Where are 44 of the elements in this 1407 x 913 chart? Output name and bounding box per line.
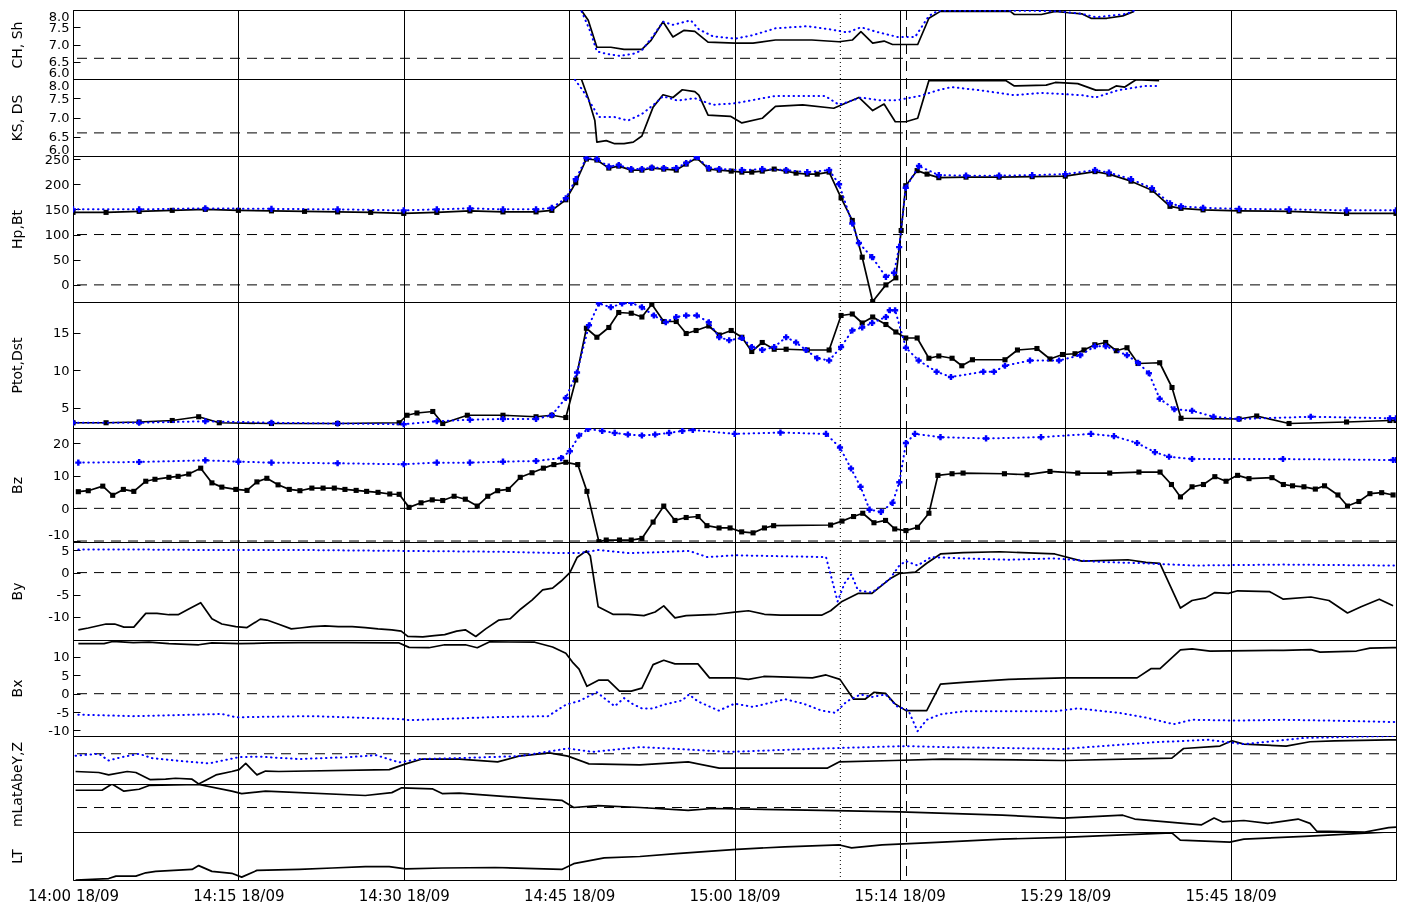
y-axis-title: Bx <box>8 679 25 698</box>
y-tick-label: 7.0 <box>48 37 70 52</box>
y-tick-label: 5 <box>61 542 70 558</box>
y-axis-title: Ptot,Dst <box>8 336 25 394</box>
y-axis-title: CH, Sh <box>8 21 25 69</box>
y-tick-label: 0 <box>61 565 70 581</box>
y-tick-label: 150 <box>44 201 70 217</box>
y-tick-label: 100 <box>44 227 70 243</box>
y-tick-label: 0 <box>61 500 70 516</box>
y-tick-label: -10 <box>48 526 70 542</box>
y-axis-title: LT <box>8 848 25 864</box>
y-tick-label: 8.0 <box>48 8 70 24</box>
y-tick-label: -5 <box>56 704 70 720</box>
y-tick-label: 8.0 <box>48 77 70 93</box>
y-tick-label: 200 <box>44 176 70 192</box>
x-tick-label: 14:30 18/09 <box>358 886 450 905</box>
y-axis-title: KS, DS <box>8 94 25 142</box>
y-tick-label: -10 <box>48 722 70 738</box>
y-tick-label: 15 <box>52 325 70 341</box>
y-axis-title: By <box>8 582 25 601</box>
y-tick-label: 20 <box>52 435 70 451</box>
x-tick-label: 15:00 18/09 <box>689 886 781 905</box>
y-tick-label: -10 <box>48 609 70 625</box>
x-tick-label: 14:15 18/09 <box>193 886 285 905</box>
y-axis-title: mLatAbeY,Z <box>8 741 25 828</box>
y-tick-label: 0 <box>61 277 70 293</box>
y-tick-label: 10 <box>52 362 70 378</box>
y-tick-label: 5 <box>61 667 70 683</box>
y-tick-label: 10 <box>52 468 70 484</box>
y-axis-title: Hp,Bt <box>8 209 25 249</box>
y-tick-label: 7.0 <box>48 110 70 125</box>
y-tick-label: -5 <box>56 587 70 603</box>
x-tick-label: 15:45 18/09 <box>1185 886 1277 905</box>
x-tick-label: 15:29 18/09 <box>1019 886 1112 905</box>
x-tick-label: 14:00 18/09 <box>27 886 120 905</box>
y-axis-title: Bz <box>8 477 25 494</box>
y-tick-label: 0 <box>61 686 70 702</box>
x-tick-label: 14:45 18/09 <box>524 886 616 905</box>
y-tick-label: 6.5 <box>48 129 70 145</box>
y-tick-label: 10 <box>52 649 70 665</box>
x-tick-label: 15:14 18/09 <box>854 886 946 905</box>
y-tick-label: 7.5 <box>48 90 70 106</box>
y-tick-label: 5 <box>61 400 70 416</box>
y-tick-label: 50 <box>52 252 70 268</box>
